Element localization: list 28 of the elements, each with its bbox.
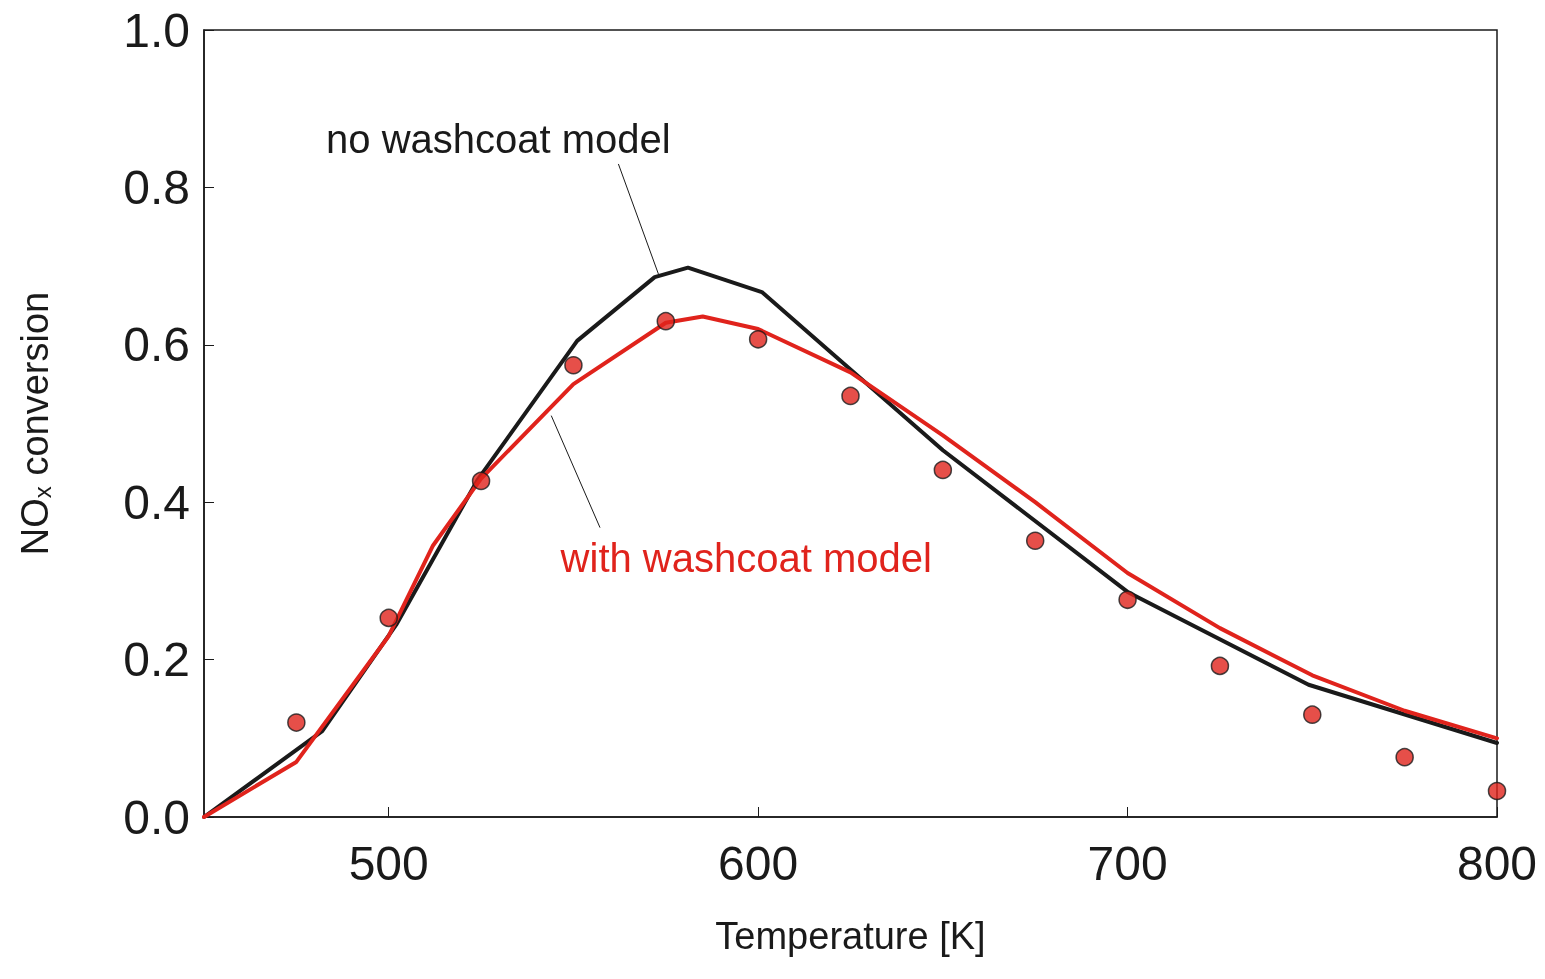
point xyxy=(1487,781,1507,801)
point xyxy=(287,713,306,732)
point xyxy=(1210,656,1230,676)
point xyxy=(1118,590,1137,610)
x-tick-label: 800 xyxy=(1456,836,1538,890)
y-tick-label: 0.0 xyxy=(123,790,190,844)
point xyxy=(471,471,491,491)
point xyxy=(1025,531,1045,551)
x-tick-label: 500 xyxy=(348,836,429,890)
x-tick-label: 600 xyxy=(718,836,799,890)
y-tick-label: 1.0 xyxy=(123,3,190,57)
point xyxy=(379,608,398,628)
x-axis-title: Temperature [K] xyxy=(715,915,986,957)
y-axis-title: NOx conversion xyxy=(14,291,56,556)
annotation: with washcoat model xyxy=(559,535,932,580)
point xyxy=(1395,747,1414,767)
y-tick-label: 0.2 xyxy=(123,633,190,687)
x-tick-label: 700 xyxy=(1087,836,1168,890)
point xyxy=(841,386,860,406)
y-tick-label: 0.4 xyxy=(123,475,190,529)
point xyxy=(933,460,953,480)
point xyxy=(1303,705,1322,724)
point xyxy=(656,311,676,331)
point xyxy=(748,330,768,349)
point xyxy=(564,356,583,375)
y-tick-label: 0.8 xyxy=(123,160,190,214)
y-tick-label: 0.6 xyxy=(123,318,190,372)
annotation: no washcoat model xyxy=(326,116,671,161)
